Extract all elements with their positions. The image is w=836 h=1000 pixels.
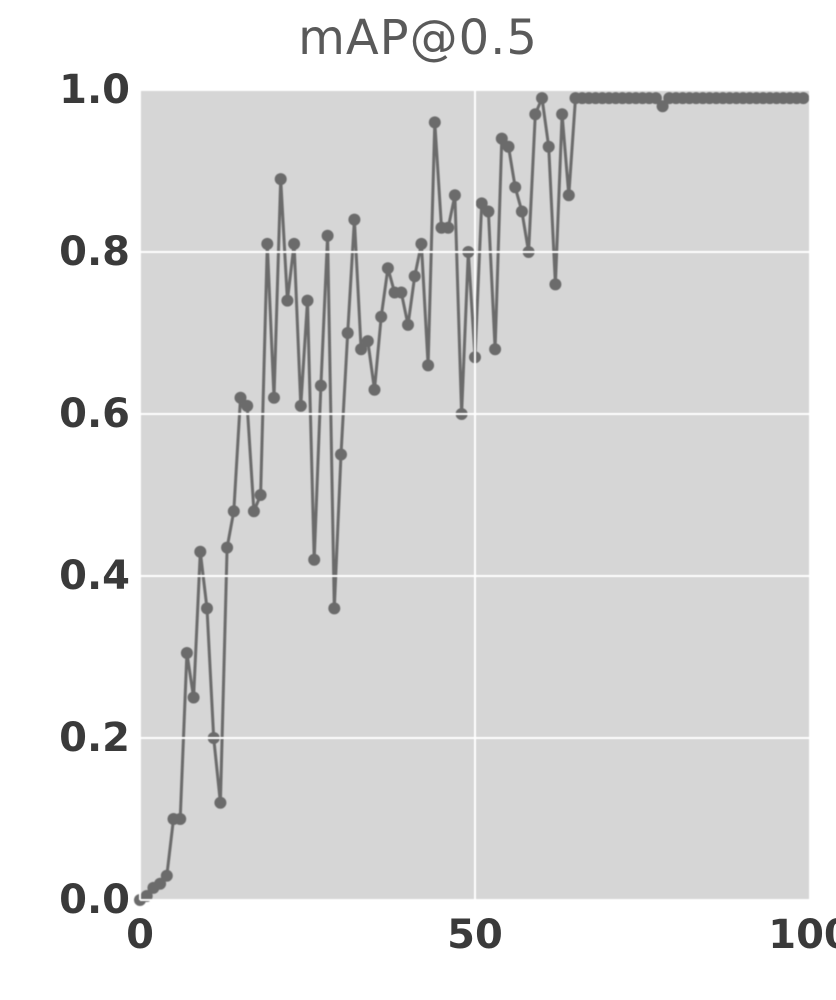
- series-marker: [188, 692, 200, 704]
- y-tick-label: 0.2: [10, 715, 130, 761]
- series-marker: [543, 141, 555, 153]
- series-marker: [409, 270, 421, 282]
- series-marker: [248, 505, 260, 517]
- series-marker: [503, 141, 515, 153]
- series-marker: [335, 449, 347, 461]
- series-marker: [308, 554, 320, 566]
- series-marker: [342, 327, 354, 339]
- series-marker: [402, 319, 414, 331]
- series-marker: [529, 108, 541, 120]
- grid-line-horizontal: [140, 575, 810, 577]
- series-marker: [315, 380, 327, 392]
- series-marker: [281, 295, 293, 307]
- series-marker: [295, 400, 307, 412]
- series-marker: [482, 206, 494, 218]
- series-marker: [174, 813, 186, 825]
- series-marker: [194, 546, 206, 558]
- grid-line-vertical: [809, 90, 811, 900]
- series-marker: [536, 92, 548, 104]
- series-marker: [556, 108, 568, 120]
- grid-line-horizontal: [140, 413, 810, 415]
- x-tick-label: 100: [768, 912, 836, 958]
- series-marker: [228, 505, 240, 517]
- x-tick-label: 0: [126, 912, 154, 958]
- series-marker: [415, 238, 427, 250]
- series-marker: [275, 173, 287, 185]
- series-marker: [516, 206, 528, 218]
- series-marker: [181, 647, 193, 659]
- series-marker: [489, 343, 501, 355]
- series-marker: [395, 287, 407, 299]
- grid-line-vertical: [139, 90, 141, 900]
- series-marker: [422, 359, 434, 371]
- y-tick-label: 0.4: [10, 553, 130, 599]
- series-marker: [375, 311, 387, 323]
- y-tick-label: 0.8: [10, 229, 130, 275]
- grid-line-vertical: [474, 90, 476, 900]
- grid-line-horizontal: [140, 89, 810, 91]
- series-marker: [429, 116, 441, 128]
- grid-line-horizontal: [140, 899, 810, 901]
- y-tick-label: 1.0: [10, 67, 130, 113]
- series-marker: [161, 870, 173, 882]
- x-tick-label: 50: [447, 912, 503, 958]
- series-marker: [382, 262, 394, 274]
- series-marker: [214, 797, 226, 809]
- series-marker: [348, 214, 360, 226]
- series-marker: [509, 181, 521, 193]
- grid-line-horizontal: [140, 251, 810, 253]
- chart-container: mAP@0.5 0.0 0.2 0.4 0.6 0.8 1.0 0 50 100: [0, 0, 836, 1000]
- series-marker: [442, 222, 454, 234]
- series-marker: [362, 335, 374, 347]
- series-marker: [288, 238, 300, 250]
- series-marker: [302, 295, 314, 307]
- series-marker: [261, 238, 273, 250]
- y-tick-label: 0.6: [10, 391, 130, 437]
- series-marker: [369, 384, 381, 396]
- series-marker: [201, 602, 213, 614]
- grid-line-horizontal: [140, 737, 810, 739]
- series-marker: [268, 392, 280, 404]
- series-line-path: [140, 98, 803, 900]
- series-marker: [328, 602, 340, 614]
- y-tick-label: 0.0: [10, 877, 130, 923]
- series-marker: [241, 400, 253, 412]
- series-marker: [797, 92, 809, 104]
- series-marker: [221, 542, 233, 554]
- series-marker: [255, 489, 267, 501]
- chart-title: mAP@0.5: [0, 10, 836, 66]
- series-marker: [549, 278, 561, 290]
- series-marker: [563, 189, 575, 201]
- series-marker: [449, 189, 461, 201]
- series-marker: [322, 230, 334, 242]
- plot-area: [140, 90, 810, 900]
